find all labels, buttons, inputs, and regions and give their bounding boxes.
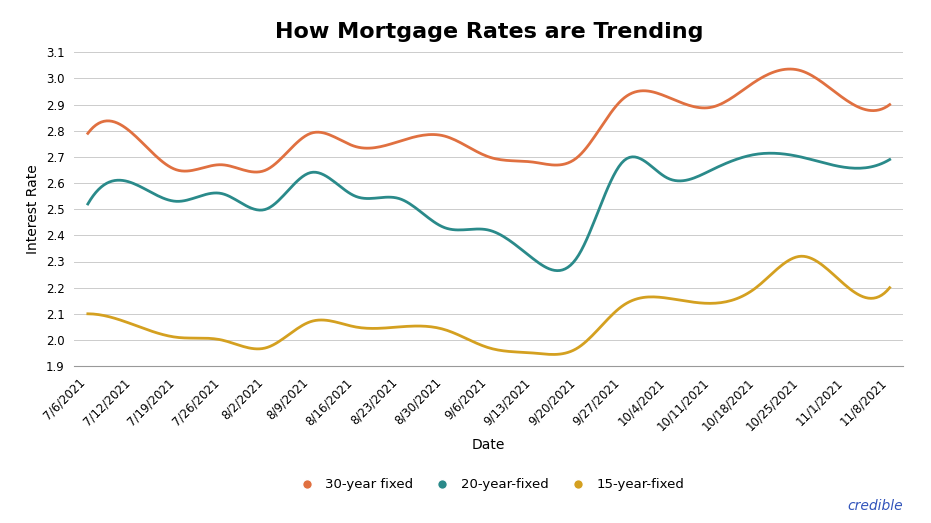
Legend: 30-year fixed, 20-year-fixed, 15-year-fixed: 30-year fixed, 20-year-fixed, 15-year-fi… (289, 473, 689, 497)
Title: How Mortgage Rates are Trending: How Mortgage Rates are Trending (275, 22, 703, 42)
X-axis label: Date: Date (472, 438, 506, 452)
Y-axis label: Interest Rate: Interest Rate (26, 164, 40, 254)
Text: credible: credible (847, 498, 903, 513)
